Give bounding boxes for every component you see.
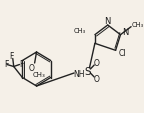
Text: Cl: Cl <box>119 48 126 57</box>
Text: CH₃: CH₃ <box>33 71 46 77</box>
Text: O: O <box>29 64 35 73</box>
Text: N: N <box>105 16 111 25</box>
Text: O: O <box>93 75 99 84</box>
Text: NH: NH <box>73 70 85 79</box>
Text: S: S <box>84 66 91 76</box>
Text: N: N <box>122 28 128 37</box>
Text: O: O <box>93 59 99 68</box>
Text: CH₃: CH₃ <box>74 27 86 33</box>
Text: F: F <box>4 59 8 68</box>
Text: CH₃: CH₃ <box>132 21 144 27</box>
Text: F: F <box>10 52 14 60</box>
Text: F: F <box>19 59 24 68</box>
